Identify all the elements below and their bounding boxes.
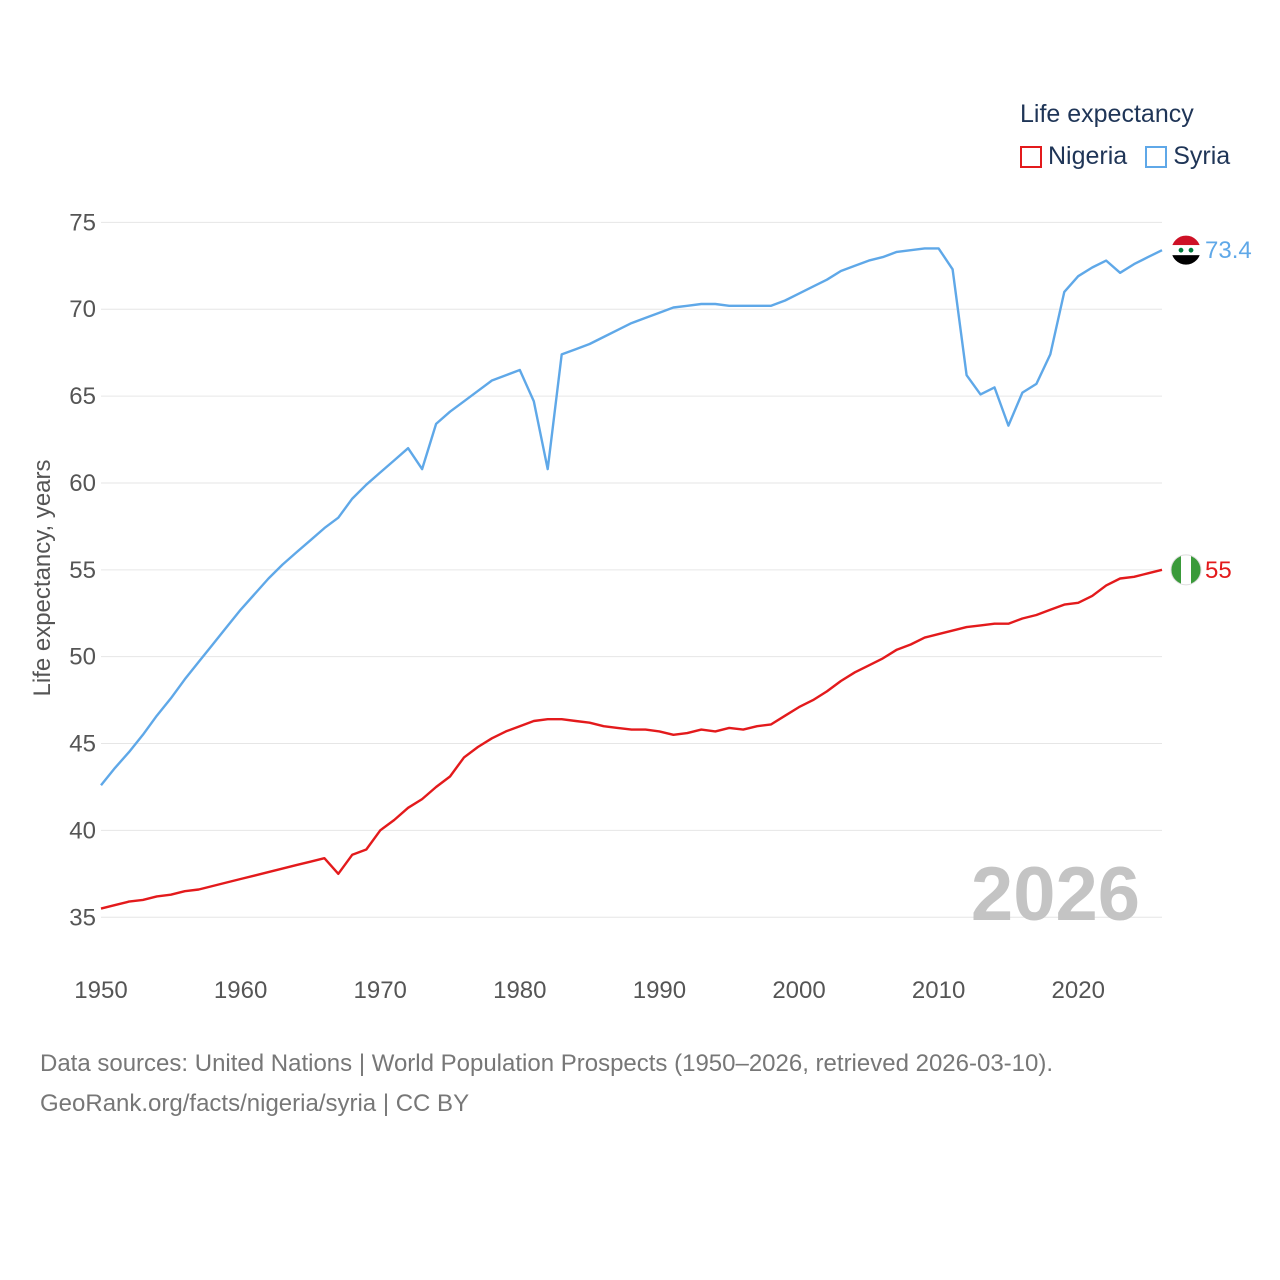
- y-tick-label: 40: [69, 817, 96, 844]
- syria-flag-icon: [1170, 234, 1202, 266]
- legend-label-nigeria: Nigeria: [1048, 142, 1128, 170]
- x-tick-label: 1980: [493, 977, 546, 1004]
- y-tick-label: 70: [69, 296, 96, 323]
- x-tick-label: 2000: [772, 977, 825, 1004]
- end-markers: [1170, 234, 1202, 586]
- series-line-syria[interactable]: [100, 247, 1163, 786]
- y-axis-label: Life expectancy, years: [29, 459, 56, 696]
- end-label-nigeria: 55: [1205, 557, 1232, 584]
- legend-item-nigeria[interactable]: Nigeria: [1020, 142, 1127, 171]
- y-tick-label: 75: [69, 209, 96, 236]
- series-line-nigeria[interactable]: [100, 568, 1163, 910]
- legend-label-syria: Syria: [1173, 142, 1231, 170]
- legend-swatch-nigeria: [1020, 145, 1042, 168]
- legend-swatch-syria: [1145, 145, 1168, 168]
- y-tick-label: 45: [69, 731, 96, 758]
- y-tick-label: 60: [69, 470, 96, 497]
- year-watermark: 2026: [971, 852, 1140, 937]
- x-tick-label: 2010: [912, 977, 965, 1004]
- data-source-text: Data sources: United Nations | World Pop…: [40, 1050, 1054, 1077]
- y-axis-ticks: 35 40 45 50 55 60 65 70 75: [69, 209, 96, 931]
- series-lines: 73.4 55: [100, 237, 1252, 910]
- legend-title: Life expectancy: [1020, 100, 1194, 128]
- nigeria-flag-icon: [1170, 554, 1202, 586]
- footer: Data sources: United Nations | World Pop…: [40, 1044, 1053, 1124]
- x-tick-label: 1970: [354, 977, 407, 1004]
- x-tick-label: 2020: [1052, 977, 1105, 1004]
- legend-item-syria[interactable]: Syria: [1145, 142, 1230, 171]
- attribution-link[interactable]: GeoRank.org/facts/nigeria/syria | CC BY: [40, 1090, 470, 1117]
- end-label-syria: 73.4: [1205, 237, 1252, 264]
- gridlines: [101, 221, 1162, 918]
- y-tick-label: 65: [69, 383, 96, 410]
- y-tick-label: 35: [69, 904, 96, 931]
- x-tick-label: 1950: [74, 977, 127, 1004]
- legend: Nigeria Syria: [1020, 142, 1230, 171]
- y-tick-label: 55: [69, 557, 96, 584]
- y-tick-label: 50: [69, 644, 96, 671]
- x-tick-label: 1990: [633, 977, 686, 1004]
- x-tick-label: 1960: [214, 977, 267, 1004]
- x-axis-ticks: 1950 1960 1970 1980 1990 2000 2010 2020: [74, 977, 1105, 1004]
